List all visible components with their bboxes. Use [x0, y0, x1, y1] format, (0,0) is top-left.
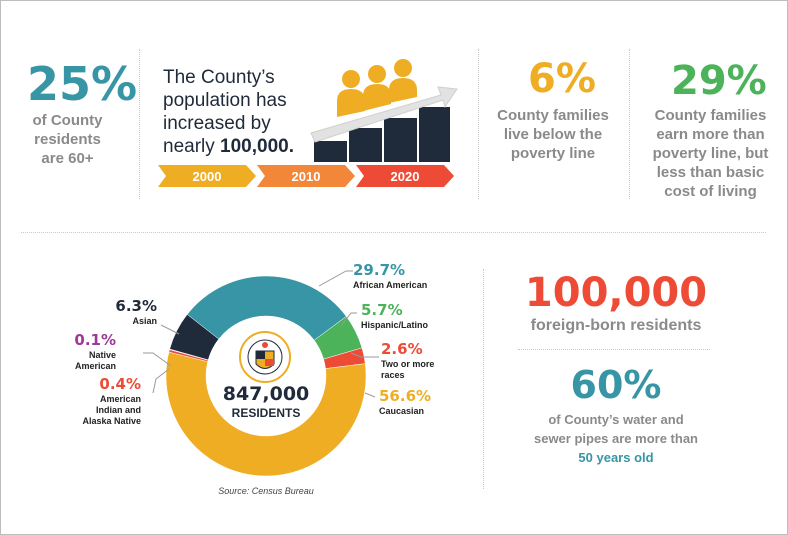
stat-poverty-line3: poverty line: [510, 145, 596, 162]
american-indian-pct: 0.4%: [99, 375, 141, 393]
stat-cost-caption: County families earn more than poverty l…: [643, 106, 778, 201]
stat-60-plus-value: 25%: [27, 57, 138, 111]
two-or-more-name2: races: [381, 370, 405, 380]
pipes-line1: of County’s water and: [548, 412, 684, 427]
stat-poverty-caption: County families live below the poverty l…: [493, 106, 613, 163]
timeline-2010: 2010: [257, 165, 355, 187]
stat-60-plus-line1: of County: [32, 112, 103, 129]
year-2000: 2000: [192, 169, 222, 184]
horizontal-divider: [21, 232, 766, 233]
foreign-born-value: 100,000: [524, 270, 708, 316]
growth-bar-4: [419, 107, 450, 162]
stat-poverty-line2: live below the: [503, 126, 603, 143]
source-note: Source: Census Bureau: [218, 486, 314, 496]
stat-cost-line3: poverty line, but: [652, 145, 769, 162]
population-growth-graphic: [310, 59, 458, 162]
asian-name: Asian: [132, 316, 157, 326]
horizontal-divider: [518, 349, 710, 350]
caucasian-name: Caucasian: [379, 406, 425, 416]
label-two-or-more: 2.6% Two or more races: [381, 342, 434, 381]
donut-center-label: RESIDENTS: [231, 406, 301, 420]
population-line3: increased by: [163, 113, 271, 134]
label-native-american: 0.1% Native American: [61, 333, 116, 372]
stat-poverty-value: 6%: [528, 56, 596, 102]
pipes-value: 60%: [570, 363, 662, 407]
african-american-name: African American: [353, 280, 428, 290]
stat-cost-line1: County families: [654, 107, 767, 124]
pipes-caption: of County’s water and sewer pipes are mo…: [511, 410, 721, 467]
native-american-name2: American: [74, 361, 116, 371]
stat-cost-line4: less than basic: [656, 164, 765, 181]
american-indian-name1: American: [99, 394, 141, 404]
native-american-pct: 0.1%: [74, 331, 116, 349]
stat-poverty-line1: County families: [497, 107, 609, 124]
population-line1: The County’s: [163, 67, 275, 88]
label-hispanic: 5.7% Hispanic/Latino: [361, 303, 428, 331]
two-or-more-pct: 2.6%: [381, 340, 423, 358]
growth-bar-2: [349, 128, 382, 162]
label-american-indian: 0.4% American Indian and Alaska Native: [56, 377, 141, 427]
label-caucasian: 56.6% Caucasian: [379, 389, 431, 417]
stat-cost-line5: cost of living: [664, 183, 757, 200]
hispanic-pct: 5.7%: [361, 301, 403, 319]
donut-center-value: 847,000: [222, 383, 310, 405]
two-or-more-name1: Two or more: [381, 359, 435, 369]
caucasian-pct: 56.6%: [379, 387, 432, 405]
divider: [478, 49, 479, 199]
population-line4: nearly 100,000.: [163, 136, 294, 157]
timeline-2020: 2020: [356, 165, 454, 187]
people-icon: [337, 59, 417, 117]
year-2020: 2020: [390, 169, 420, 184]
population-line2: population has: [163, 90, 287, 111]
growth-bar-1: [314, 141, 347, 162]
label-african-american: 29.7% African American: [353, 263, 427, 291]
population-text: The County’s population has increased by…: [163, 66, 294, 158]
county-seal-icon: [239, 331, 291, 383]
native-american-name1: Native: [88, 350, 116, 360]
african-american-pct: 29.7%: [353, 261, 406, 279]
american-indian-name3: Alaska Native: [82, 416, 141, 426]
stat-cost-value: 29%: [671, 58, 767, 104]
population-bold-value: 100,000.: [220, 136, 294, 157]
stat-60-plus-caption: of County residents are 60+: [15, 111, 120, 168]
divider: [139, 49, 140, 199]
american-indian-name2: Indian and: [96, 405, 141, 415]
asian-pct: 6.3%: [115, 297, 157, 315]
stat-60-plus-line2: residents: [34, 131, 101, 148]
timeline-2000: 2000: [158, 165, 256, 187]
rising-arrow-icon: [310, 86, 458, 143]
divider: [483, 269, 484, 489]
pipes-line2: sewer pipes are more than: [533, 431, 698, 446]
stat-60-plus-line3: are 60+: [41, 150, 94, 167]
label-asian: 6.3% Asian: [87, 299, 157, 327]
foreign-born-label: foreign-born residents: [530, 317, 702, 334]
divider: [629, 49, 630, 199]
hispanic-name: Hispanic/Latino: [361, 320, 429, 330]
pipes-line3: 50 years old: [578, 450, 654, 465]
stat-cost-line2: earn more than: [656, 126, 765, 143]
year-2010: 2010: [291, 169, 321, 184]
growth-bar-3: [384, 118, 417, 162]
